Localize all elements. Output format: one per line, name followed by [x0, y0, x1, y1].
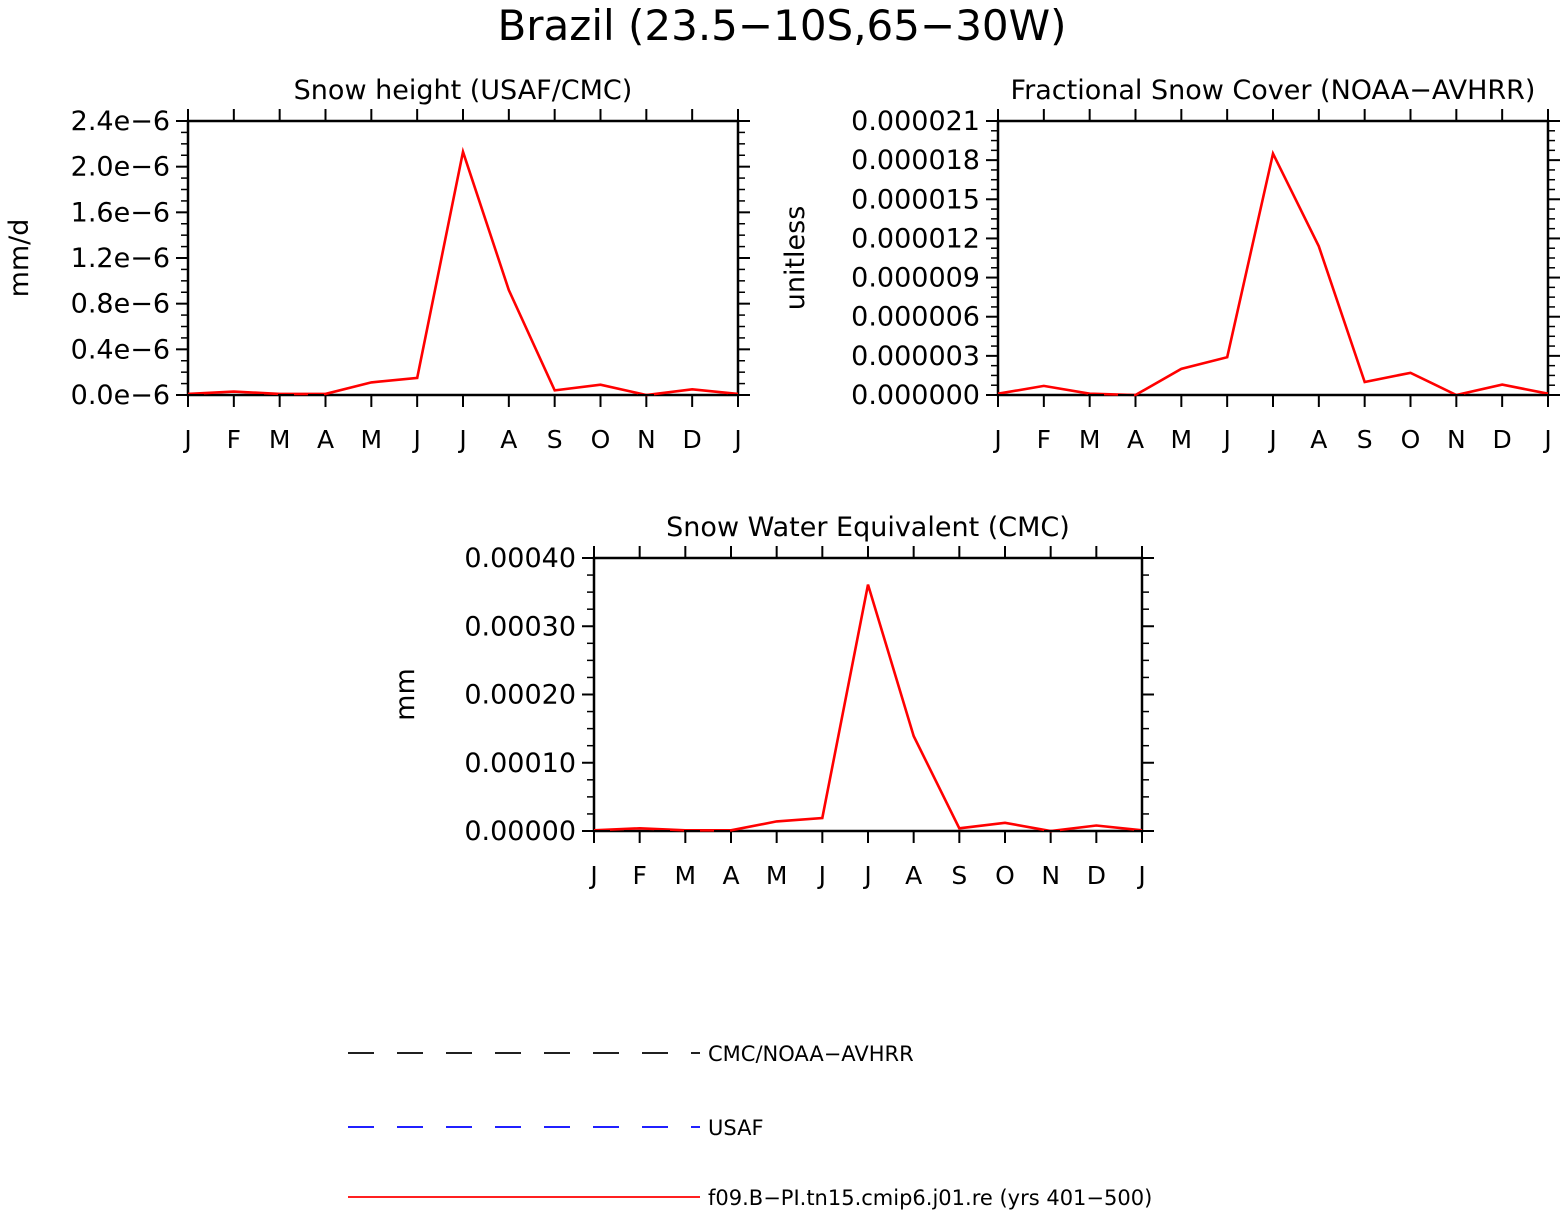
x-tick-label: M: [766, 861, 788, 890]
legend-label-1: CMC/NOAA−AVHRR: [708, 1042, 914, 1066]
x-tick-label: J: [411, 425, 420, 454]
x-tick-label: S: [1357, 425, 1373, 454]
x-tick-label: A: [500, 425, 517, 454]
y-tick-label: 0.00000: [464, 816, 576, 847]
y-tick-label: 0.000015: [851, 184, 980, 215]
x-tick-label: N: [1447, 425, 1466, 454]
x-tick-label: N: [1041, 861, 1060, 890]
x-tick-label: J: [992, 425, 1001, 454]
y-axis-label: mm: [390, 668, 421, 721]
plot-frame: [996, 119, 1550, 397]
plot-frame: [186, 119, 740, 397]
x-tick-label: O: [995, 861, 1015, 890]
y-tick-label: 2.0e−6: [71, 152, 170, 183]
legend: CMC/NOAA−AVHRR USAF f09.B−PI.tn15.cmip6.j0…: [348, 1042, 1152, 1210]
y-tick-label: 1.2e−6: [71, 243, 170, 274]
figure-title: Brazil (23.5−10S,65−30W): [497, 1, 1066, 50]
y-tick-label: 0.0e−6: [71, 380, 170, 411]
y-axis-label: unitless: [780, 206, 811, 311]
x-tick-label: M: [269, 425, 291, 454]
x-tick-label: O: [591, 425, 611, 454]
y-tick-label: 2.4e−6: [71, 106, 170, 137]
y-tick-label: 1.6e−6: [71, 197, 170, 228]
series-line-1: [997, 149, 1549, 397]
x-tick-label: A: [317, 425, 334, 454]
x-tick-label: A: [1127, 425, 1144, 454]
legend-label-3: f09.B−PI.tn15.cmip6.j01.re (yrs 401−500): [708, 1186, 1152, 1210]
chart-panels: Snow height (USAF/CMC)mm/dJ F M A M J J A S O N D J0…: [4, 75, 1560, 890]
x-tick-label: A: [905, 861, 922, 890]
y-tick-label: 0.000018: [851, 145, 980, 176]
x-tick-label: J: [732, 425, 741, 454]
y-axis-label: mm/d: [4, 219, 35, 298]
x-tick-label: J: [457, 425, 466, 454]
x-tick-label: F: [1037, 425, 1051, 454]
x-tick-label: J: [1267, 425, 1276, 454]
x-tick-label: D: [683, 425, 702, 454]
chart-panel-3: Snow Water Equivalent (CMC)mmJ F M A M J J A S O N…: [390, 512, 1154, 890]
y-tick-label: 0.00010: [464, 748, 576, 779]
y-tick-label: 0.000009: [851, 263, 980, 294]
x-tick-label: F: [227, 425, 241, 454]
x-tick-label: J: [1542, 425, 1551, 454]
plot-frame: [592, 556, 1144, 833]
x-tick-label: M: [675, 861, 697, 890]
chart-panel-2: Fractional Snow Cover (NOAA−AVHRR) unitle…: [780, 75, 1560, 454]
x-tick-label: J: [1221, 425, 1230, 454]
y-tick-label: 0.000000: [851, 380, 980, 411]
y-tick-label: 0.000006: [851, 302, 980, 333]
y-tick-label: 0.00040: [464, 543, 576, 574]
x-tick-label: J: [588, 861, 597, 890]
x-tick-label: D: [1493, 425, 1512, 454]
x-tick-label: S: [547, 425, 563, 454]
x-tick-label: O: [1401, 425, 1421, 454]
series-line-1: [187, 146, 739, 397]
y-tick-label: 0.00020: [464, 680, 576, 711]
x-tick-label: J: [1136, 861, 1145, 890]
x-tick-label: S: [951, 861, 967, 890]
y-tick-label: 0.8e−6: [71, 289, 170, 320]
x-tick-label: D: [1087, 861, 1106, 890]
panel-title: Snow Water Equivalent (CMC): [666, 512, 1070, 543]
x-tick-label: A: [722, 861, 739, 890]
x-tick-label: J: [862, 861, 871, 890]
x-tick-label: J: [182, 425, 191, 454]
x-tick-label: M: [361, 425, 383, 454]
y-tick-label: 0.4e−6: [71, 334, 170, 365]
y-tick-label: 0.000003: [851, 341, 980, 372]
x-tick-label: A: [1310, 425, 1327, 454]
x-tick-label: N: [637, 425, 656, 454]
y-tick-label: 0.000012: [851, 223, 980, 254]
series-line-1: [593, 584, 1143, 833]
y-tick-label: 0.000021: [851, 106, 980, 137]
x-tick-label: M: [1079, 425, 1101, 454]
x-tick-label: J: [817, 861, 826, 890]
legend-label-2: USAF: [708, 1116, 764, 1140]
panel-title: Fractional Snow Cover (NOAA−AVHRR): [1011, 75, 1536, 106]
x-tick-label: F: [632, 861, 646, 890]
panel-title: Snow height (USAF/CMC): [294, 75, 633, 106]
x-tick-label: M: [1171, 425, 1193, 454]
chart-panel-1: Snow height (USAF/CMC)mm/dJ F M A M J J A S O N D J0…: [4, 75, 750, 454]
y-tick-label: 0.00030: [464, 611, 576, 642]
